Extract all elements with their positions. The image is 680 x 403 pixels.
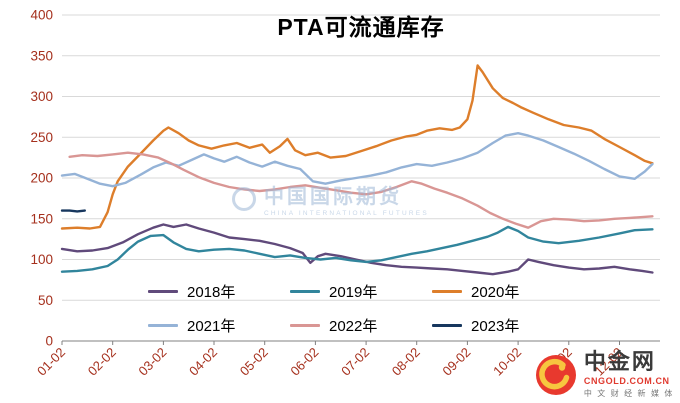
series-line-3	[60, 132, 654, 188]
y-tick-label: 100	[30, 252, 53, 267]
y-tick-label: 0	[45, 334, 53, 349]
legend-label: 2022年	[329, 318, 378, 335]
series-line-4	[68, 151, 654, 229]
legend-label: 2020年	[471, 284, 520, 301]
legend-label: 2018年	[187, 284, 236, 301]
watermark-logo-icon	[232, 186, 256, 211]
y-tick-label: 200	[30, 171, 53, 186]
legend-item-5: 2023年	[432, 315, 574, 336]
y-tick-label: 50	[38, 293, 53, 308]
series-line-0	[60, 223, 654, 276]
watermark-caption: CHINA INTERNATIONAL FUTURES	[264, 210, 429, 217]
legend-swatch	[148, 290, 178, 293]
legend-label: 2019年	[329, 284, 378, 301]
legend-item-0: 2018年	[148, 281, 290, 302]
y-tick-label: 400	[30, 8, 53, 23]
legend-label: 2021年	[187, 318, 236, 335]
legend-swatch	[148, 324, 178, 327]
y-tick-label: 350	[30, 48, 53, 63]
cngold-name: 中金网	[583, 349, 656, 374]
x-tick-label: 07-02	[338, 345, 372, 379]
x-tick-label: 04-02	[186, 345, 220, 379]
watermark-brand: 中国国际期货	[264, 186, 402, 208]
y-tick-label: 250	[30, 130, 53, 145]
x-tick-label: 05-02	[237, 345, 271, 379]
chart-title: PTA可流通库存	[277, 14, 445, 40]
legend-item-2: 2020年	[432, 281, 574, 302]
cngold-icon	[535, 355, 576, 395]
x-tick-label: 09-02	[439, 345, 473, 379]
legend-swatch	[432, 290, 462, 293]
series-line-2	[60, 64, 654, 230]
x-tick-label: 01-02	[34, 345, 68, 379]
legend-label: 2023年	[471, 318, 520, 335]
x-tick-label: 06-02	[287, 345, 321, 379]
x-tick-label: 03-02	[135, 345, 169, 379]
legend-item-1: 2019年	[290, 281, 432, 302]
legend-swatch	[432, 324, 462, 327]
legend-swatch	[290, 290, 320, 293]
x-tick-label: 02-02	[85, 345, 119, 379]
cngold-domain: CNGOLD.COM.CN	[583, 376, 670, 386]
legend-item-4: 2022年	[290, 315, 432, 336]
x-tick-label: 08-02	[389, 345, 423, 379]
x-tick-label: 10-02	[490, 345, 524, 379]
watermark: 中国国际期货 CHINA INTERNATIONAL FUTURES	[232, 180, 429, 217]
legend-item-3: 2021年	[148, 315, 290, 336]
series-line-1	[60, 225, 654, 273]
legend-swatch	[290, 324, 320, 327]
cngold-logo: 中金网 CNGOLD.COM.CN 中 文 财 经 新 媒 体	[535, 351, 674, 399]
y-tick-label: 150	[30, 211, 53, 226]
cngold-tagline: 中 文 财 经 新 媒 体	[583, 389, 674, 398]
chart-legend: 2018年 2019年 2020年 2021年 2022年 2023年	[62, 281, 660, 336]
y-tick-label: 300	[30, 89, 53, 104]
series-line-5	[60, 209, 86, 213]
